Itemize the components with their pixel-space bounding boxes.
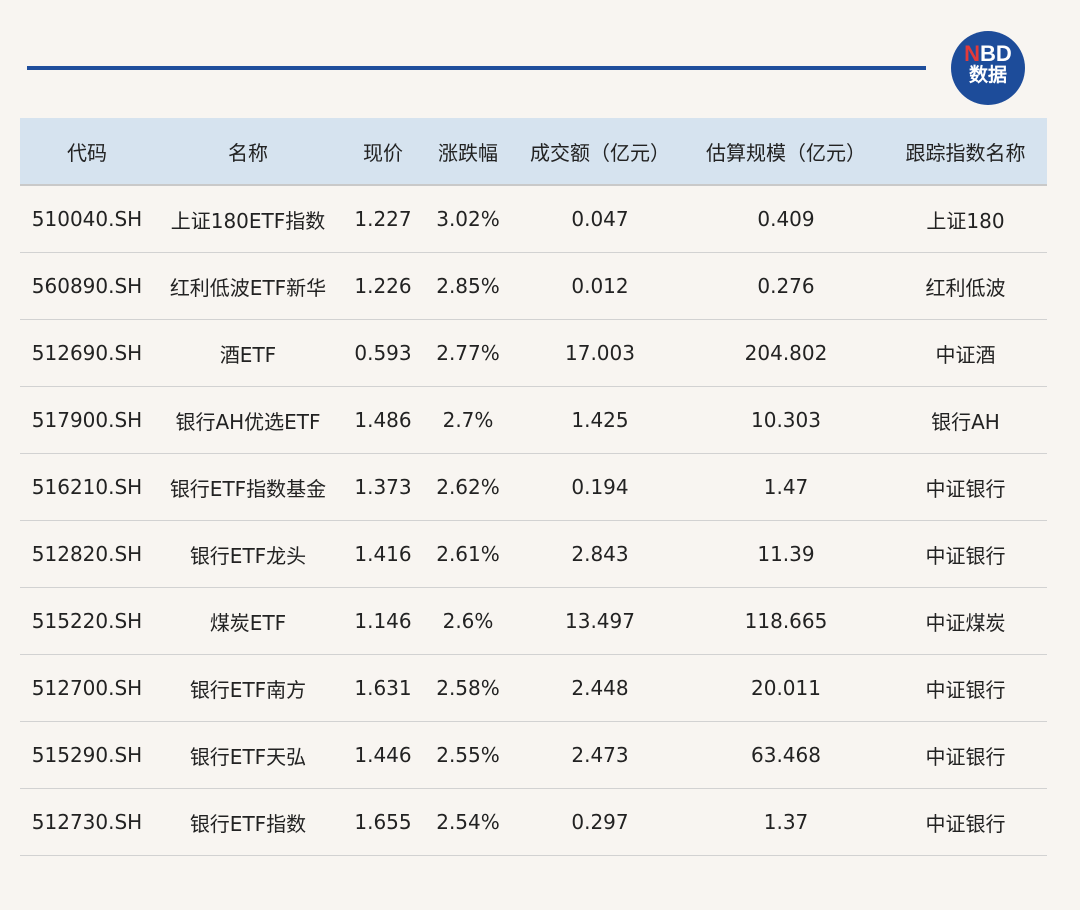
- cell-price: 1.655: [342, 788, 424, 856]
- cell-turnover: 2.448: [512, 654, 688, 722]
- cell-code: 515220.SH: [20, 587, 154, 655]
- table-row: 512700.SH 银行ETF南方 1.631 2.58% 2.448 20.011 中证银…: [20, 654, 1047, 722]
- cell-turnover: 0.194: [512, 453, 688, 521]
- cell-change: 2.55%: [424, 721, 512, 789]
- cell-code: 512700.SH: [20, 654, 154, 722]
- cell-index-name: 中证银行: [884, 721, 1047, 789]
- cell-code: 512690.SH: [20, 319, 154, 387]
- cell-name: 上证180ETF指数: [154, 185, 342, 253]
- cell-change: 2.61%: [424, 520, 512, 588]
- cell-turnover: 0.297: [512, 788, 688, 856]
- cell-code: 510040.SH: [20, 185, 154, 253]
- nbd-logo: NBD 数据: [951, 31, 1025, 105]
- cell-turnover: 17.003: [512, 319, 688, 387]
- header-change: 涨跌幅: [424, 118, 512, 186]
- cell-change: 2.77%: [424, 319, 512, 387]
- cell-price: 1.631: [342, 654, 424, 722]
- cell-price: 1.446: [342, 721, 424, 789]
- header-turnover: 成交额（亿元）: [512, 118, 688, 186]
- cell-scale: 10.303: [688, 386, 884, 454]
- table-row: 517900.SH 银行AH优选ETF 1.486 2.7% 1.425 10.303 银行…: [20, 386, 1047, 454]
- cell-change: 2.58%: [424, 654, 512, 722]
- cell-turnover: 13.497: [512, 587, 688, 655]
- cell-name: 红利低波ETF新华: [154, 252, 342, 320]
- cell-scale: 0.276: [688, 252, 884, 320]
- table-row: 512690.SH 酒ETF 0.593 2.77% 17.003 204.802 中证酒: [20, 319, 1047, 387]
- cell-scale: 11.39: [688, 520, 884, 588]
- cell-turnover: 1.425: [512, 386, 688, 454]
- cell-name: 酒ETF: [154, 319, 342, 387]
- cell-name: 银行ETF指数: [154, 788, 342, 856]
- cell-change: 3.02%: [424, 185, 512, 253]
- cell-name: 银行ETF南方: [154, 654, 342, 722]
- cell-scale: 1.47: [688, 453, 884, 521]
- cell-price: 1.227: [342, 185, 424, 253]
- cell-code: 512730.SH: [20, 788, 154, 856]
- cell-price: 1.373: [342, 453, 424, 521]
- cell-scale: 63.468: [688, 721, 884, 789]
- cell-index-name: 中证煤炭: [884, 587, 1047, 655]
- table-header-row: 代码 名称 现价 涨跌幅 成交额（亿元） 估算规模（亿元） 跟踪指数名称: [20, 118, 1047, 186]
- cell-index-name: 上证180: [884, 185, 1047, 253]
- header-name: 名称: [154, 118, 342, 186]
- cell-change: 2.7%: [424, 386, 512, 454]
- cell-price: 1.486: [342, 386, 424, 454]
- header-code: 代码: [20, 118, 154, 186]
- logo-n: N: [964, 41, 981, 66]
- cell-scale: 0.409: [688, 185, 884, 253]
- table-row: 512730.SH 银行ETF指数 1.655 2.54% 0.297 1.37 中证银行: [20, 788, 1047, 856]
- cell-name: 银行ETF天弘: [154, 721, 342, 789]
- logo-subtitle: 数据: [968, 65, 1007, 86]
- cell-change: 2.85%: [424, 252, 512, 320]
- table-row: 512820.SH 银行ETF龙头 1.416 2.61% 2.843 11.39 中证银行: [20, 520, 1047, 588]
- cell-code: 517900.SH: [20, 386, 154, 454]
- table-row: 515290.SH 银行ETF天弘 1.446 2.55% 2.473 63.468 中证银…: [20, 721, 1047, 789]
- cell-name: 银行AH优选ETF: [154, 386, 342, 454]
- cell-index-name: 中证银行: [884, 788, 1047, 856]
- cell-price: 1.226: [342, 252, 424, 320]
- logo-bd: BD: [980, 41, 1012, 66]
- table-row: 560890.SH 红利低波ETF新华 1.226 2.85% 0.012 0.276 红利…: [20, 252, 1047, 320]
- header-scale: 估算规模（亿元）: [688, 118, 884, 186]
- cell-index-name: 中证银行: [884, 654, 1047, 722]
- table-row: 515220.SH 煤炭ETF 1.146 2.6% 13.497 118.665 中证煤炭: [20, 587, 1047, 655]
- header-rule: [27, 66, 926, 70]
- cell-price: 1.416: [342, 520, 424, 588]
- header-index-name: 跟踪指数名称: [884, 118, 1047, 186]
- cell-index-name: 银行AH: [884, 386, 1047, 454]
- table-row: 510040.SH 上证180ETF指数 1.227 3.02% 0.047 0.409 上…: [20, 185, 1047, 253]
- cell-code: 515290.SH: [20, 721, 154, 789]
- etf-table: 代码 名称 现价 涨跌幅 成交额（亿元） 估算规模（亿元） 跟踪指数名称 510040.SH…: [20, 118, 1047, 856]
- cell-price: 1.146: [342, 587, 424, 655]
- cell-index-name: 中证银行: [884, 520, 1047, 588]
- cell-scale: 20.011: [688, 654, 884, 722]
- cell-turnover: 0.047: [512, 185, 688, 253]
- cell-name: 银行ETF龙头: [154, 520, 342, 588]
- cell-change: 2.54%: [424, 788, 512, 856]
- cell-index-name: 红利低波: [884, 252, 1047, 320]
- cell-index-name: 中证银行: [884, 453, 1047, 521]
- cell-scale: 204.802: [688, 319, 884, 387]
- cell-name: 煤炭ETF: [154, 587, 342, 655]
- cell-change: 2.6%: [424, 587, 512, 655]
- cell-turnover: 2.473: [512, 721, 688, 789]
- cell-scale: 1.37: [688, 788, 884, 856]
- cell-scale: 118.665: [688, 587, 884, 655]
- cell-turnover: 2.843: [512, 520, 688, 588]
- cell-name: 银行ETF指数基金: [154, 453, 342, 521]
- cell-turnover: 0.012: [512, 252, 688, 320]
- cell-change: 2.62%: [424, 453, 512, 521]
- cell-price: 0.593: [342, 319, 424, 387]
- cell-code: 512820.SH: [20, 520, 154, 588]
- cell-index-name: 中证酒: [884, 319, 1047, 387]
- header-price: 现价: [342, 118, 424, 186]
- table-row: 516210.SH 银行ETF指数基金 1.373 2.62% 0.194 1.47 中证银…: [20, 453, 1047, 521]
- cell-code: 560890.SH: [20, 252, 154, 320]
- cell-code: 516210.SH: [20, 453, 154, 521]
